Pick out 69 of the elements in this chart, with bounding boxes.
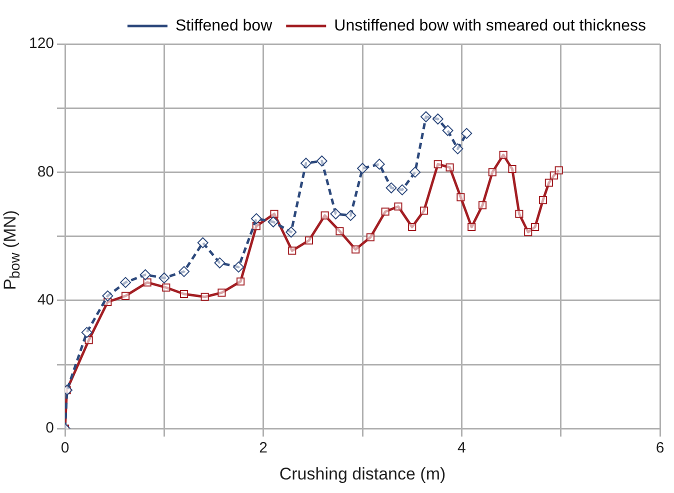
- point: [538, 196, 548, 204]
- y-tick-label: 40: [37, 292, 54, 309]
- point: [446, 163, 454, 172]
- point: [456, 193, 465, 202]
- point: [524, 228, 532, 236]
- point: [478, 201, 487, 210]
- point: [180, 290, 188, 298]
- x-axis-title: Crushing distance (m): [279, 464, 446, 484]
- point: [554, 166, 563, 174]
- point: [394, 202, 402, 211]
- point: [345, 210, 356, 221]
- point: [408, 222, 416, 232]
- x-tick-label: 4: [458, 440, 466, 457]
- point: [218, 288, 226, 297]
- x-tick-label: 0: [60, 440, 70, 457]
- point: [452, 143, 464, 154]
- y-tick-label: 120: [28, 35, 54, 52]
- point: [396, 184, 408, 196]
- point: [420, 111, 432, 122]
- point: [374, 158, 385, 170]
- y-tick-label: 0: [46, 420, 54, 437]
- point: [178, 266, 190, 278]
- point: [320, 211, 329, 220]
- legend-label: Unstiffened bow with smeared out thickness: [334, 17, 646, 34]
- point: [442, 125, 454, 136]
- x-tick-label: 2: [259, 440, 268, 457]
- point: [488, 168, 496, 176]
- point: [468, 222, 476, 232]
- point: [357, 162, 368, 174]
- point: [140, 269, 151, 280]
- point: [366, 233, 374, 242]
- point: [250, 213, 262, 224]
- point: [300, 158, 312, 169]
- point: [420, 206, 428, 215]
- point: [410, 166, 421, 178]
- point: [214, 257, 226, 268]
- point: [352, 245, 360, 254]
- point: [531, 222, 540, 232]
- point: [158, 272, 170, 284]
- point: [508, 164, 516, 174]
- point: [544, 178, 553, 187]
- point: [81, 326, 92, 338]
- point: [236, 277, 245, 286]
- point: [233, 262, 244, 273]
- point: [336, 227, 344, 236]
- x-tick-label: 6: [656, 440, 664, 457]
- point: [200, 292, 209, 301]
- point: [432, 113, 444, 124]
- point: [304, 236, 313, 244]
- point: [461, 128, 472, 139]
- point: [330, 208, 342, 220]
- y-tick-label: 80: [37, 163, 54, 180]
- point: [102, 290, 114, 302]
- point: [288, 246, 296, 255]
- point: [515, 210, 524, 218]
- legend-label: Stiffened bow: [175, 17, 273, 34]
- point: [286, 226, 297, 238]
- point: [120, 276, 132, 288]
- point: [162, 284, 170, 292]
- point: [499, 150, 508, 159]
- point: [121, 292, 130, 300]
- point: [434, 160, 442, 168]
- point: [381, 208, 390, 216]
- point: [270, 210, 278, 218]
- point: [386, 182, 397, 194]
- point: [197, 237, 208, 248]
- point: [268, 216, 279, 228]
- point: [143, 278, 152, 286]
- point: [316, 155, 328, 166]
